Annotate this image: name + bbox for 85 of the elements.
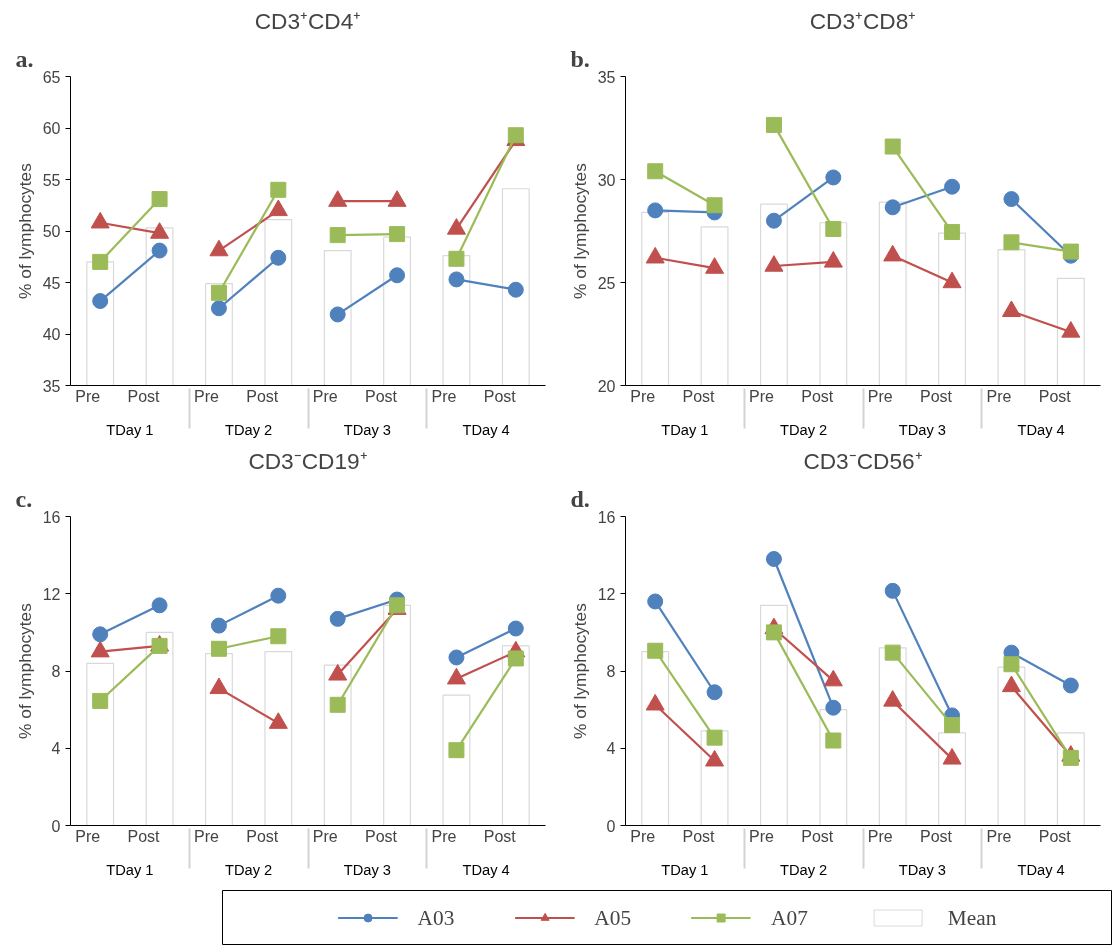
text: TDay 2 <box>225 421 273 438</box>
x-tick-label: Pre <box>986 828 1012 845</box>
x-tick-label: Post <box>920 388 953 405</box>
y-tick-label: 4 <box>606 740 616 758</box>
text: a. <box>15 45 34 72</box>
y-tick-label: 12 <box>597 585 616 603</box>
text: TDay 4 <box>462 421 510 438</box>
y-tick-label: 0 <box>606 817 616 835</box>
x-tick-label: Pre <box>194 388 220 405</box>
text: TDay 2 <box>780 421 828 438</box>
chart-title: CD3⁺CD4⁺ <box>254 7 362 34</box>
y-tick-label: 25 <box>597 274 616 292</box>
y-tick-label: 40 <box>42 326 61 343</box>
x-tick-label: Pre <box>312 388 338 405</box>
x-tick-label: Pre <box>867 388 893 405</box>
x-tick-label: Post <box>1038 388 1072 405</box>
text: TDay 4 <box>1017 421 1065 438</box>
x-tick-label: Pre <box>75 388 101 405</box>
x-tick-label: Pre <box>749 828 775 845</box>
x-tick-label: Pre <box>630 388 656 405</box>
text: TDay 1 <box>661 861 709 878</box>
text: TDay 2 <box>225 861 273 878</box>
y-axis-title: % of lymphocytes <box>14 602 35 739</box>
x-tick-label: Post <box>682 828 716 845</box>
y-axis-title: % of lymphocytes <box>14 162 35 299</box>
x-tick-label: Pre <box>194 828 220 845</box>
y-tick-label: 16 <box>42 508 61 526</box>
x-tick-label: Post <box>127 828 161 845</box>
y-tick-label: 16 <box>597 508 616 526</box>
text: TDay 1 <box>106 421 154 438</box>
text: b. <box>570 45 590 72</box>
x-tick-label: Pre <box>749 388 775 405</box>
y-tick-label: 50 <box>42 223 61 240</box>
x-tick-label: Post <box>246 828 279 845</box>
text: TDay 2 <box>780 861 828 878</box>
text: TDay 3 <box>343 861 392 878</box>
legend-label: A07 <box>771 905 808 930</box>
y-tick-label: 60 <box>42 120 61 137</box>
x-tick-label: Post <box>483 388 517 405</box>
y-tick-label: 8 <box>606 663 616 680</box>
x-tick-label: Post <box>801 388 834 405</box>
text: c. <box>15 485 33 512</box>
y-tick-label: 20 <box>597 377 616 395</box>
y-axis-title: % of lymphocytes <box>569 602 590 739</box>
text: TDay 1 <box>661 421 709 438</box>
y-tick-label: 12 <box>42 585 61 603</box>
x-tick-label: Pre <box>986 388 1012 405</box>
x-tick-label: Pre <box>312 828 338 845</box>
legend-label: A03 <box>417 905 455 930</box>
chart-title: CD3⁺CD8⁺ <box>809 7 917 34</box>
chart-title: CD3⁻CD19⁺ <box>248 447 368 474</box>
legend-label: A05 <box>594 905 632 930</box>
y-tick-label: 8 <box>51 663 61 680</box>
text: TDay 1 <box>106 861 154 878</box>
text: TDay 3 <box>898 421 947 438</box>
text: TDay 3 <box>343 421 392 438</box>
x-tick-label: Pre <box>867 828 893 845</box>
y-tick-label: 30 <box>597 171 616 189</box>
legend-label: Mean <box>947 905 997 930</box>
y-tick-label: 45 <box>42 274 61 292</box>
x-tick-label: Post <box>682 388 716 405</box>
x-tick-label: Post <box>483 828 517 845</box>
x-tick-label: Post <box>365 828 398 845</box>
y-axis-title: % of lymphocytes <box>569 162 590 299</box>
y-tick-label: 35 <box>597 68 616 86</box>
chart-title: CD3⁻CD56⁺ <box>803 447 923 474</box>
text: TDay 4 <box>1017 861 1065 878</box>
y-tick-label: 55 <box>42 171 61 189</box>
x-tick-label: Pre <box>431 828 457 845</box>
text: TDay 3 <box>898 861 947 878</box>
x-tick-label: Post <box>1038 828 1072 845</box>
text: TDay 4 <box>462 861 510 878</box>
x-tick-label: Pre <box>630 828 656 845</box>
x-tick-label: Post <box>127 388 161 405</box>
x-tick-label: Post <box>920 828 953 845</box>
y-tick-label: 35 <box>42 377 61 395</box>
x-tick-label: Post <box>365 388 398 405</box>
text: d. <box>570 485 590 512</box>
x-tick-label: Pre <box>75 828 101 845</box>
x-tick-label: Post <box>246 388 279 405</box>
x-tick-label: Pre <box>431 388 457 405</box>
y-tick-label: 4 <box>51 740 61 758</box>
y-tick-label: 0 <box>51 817 61 835</box>
y-tick-label: 65 <box>42 68 61 86</box>
x-tick-label: Post <box>801 828 834 845</box>
